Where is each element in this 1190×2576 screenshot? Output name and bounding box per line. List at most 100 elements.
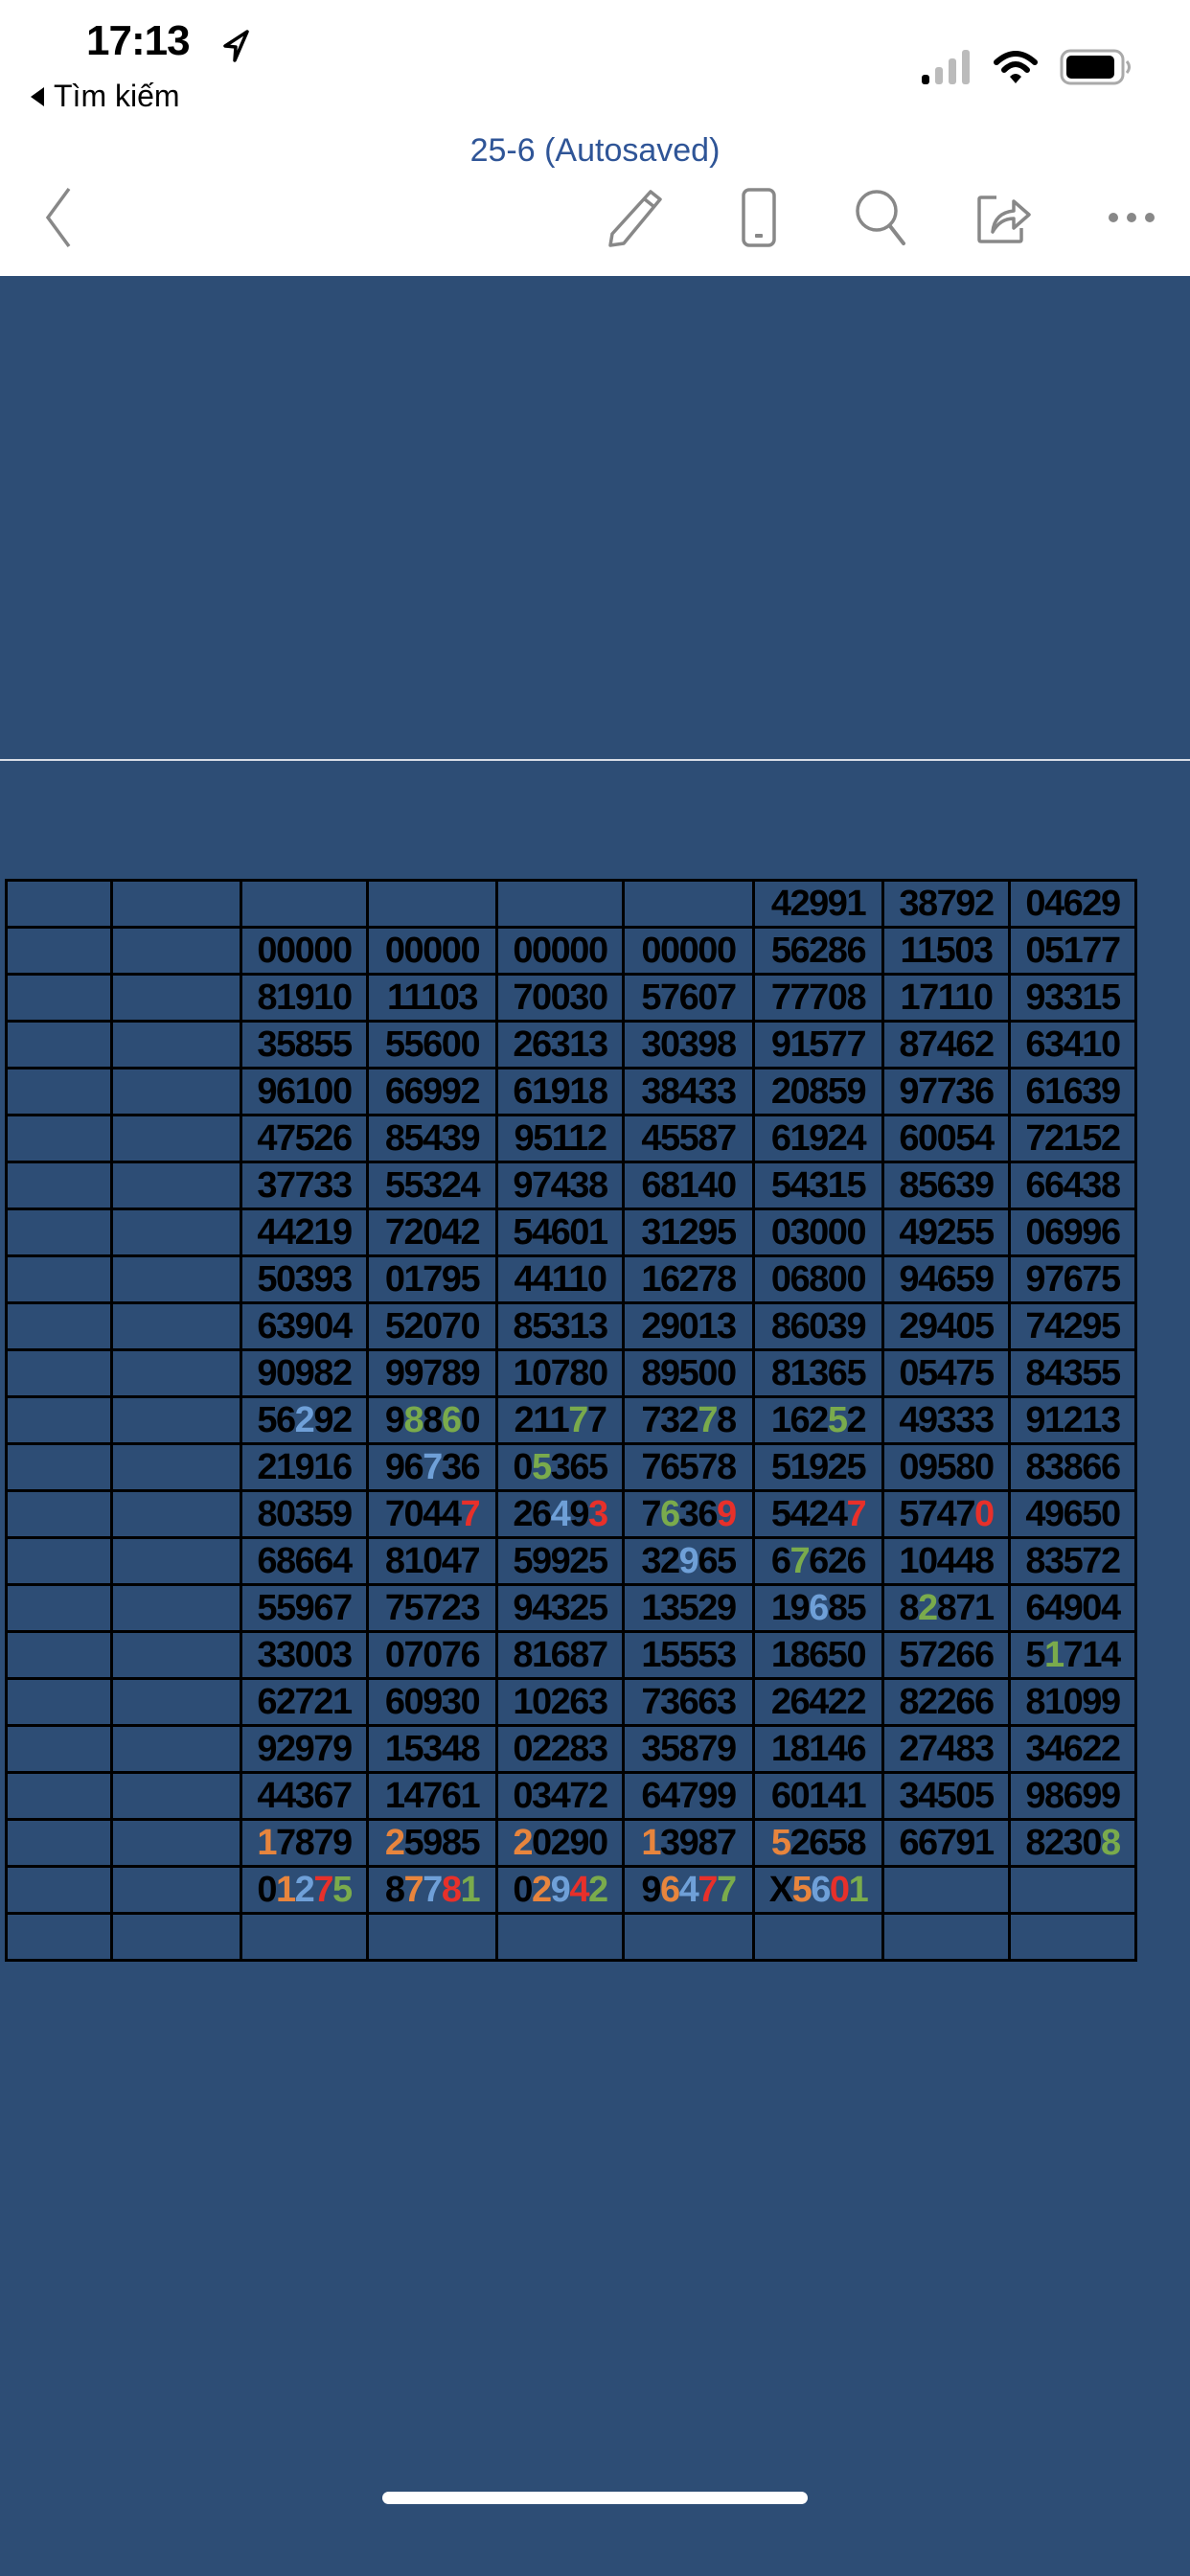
table-cell[interactable]	[495, 879, 625, 929]
table-cell[interactable]: 83866	[1008, 1442, 1137, 1492]
table-cell[interactable]: 63904	[240, 1301, 369, 1351]
table-cell[interactable]: 02283	[495, 1724, 625, 1774]
table-cell[interactable]	[5, 1208, 113, 1257]
table-cell[interactable]: 81365	[752, 1348, 884, 1398]
table-cell[interactable]: X5601	[752, 1865, 884, 1915]
table-cell[interactable]: 82308	[1008, 1818, 1137, 1868]
table-cell[interactable]: 31295	[622, 1208, 755, 1257]
table-cell[interactable]	[110, 1818, 242, 1868]
table-cell[interactable]: 21177	[495, 1395, 625, 1445]
table-cell[interactable]: 57266	[881, 1630, 1011, 1680]
table-cell[interactable]	[110, 1865, 242, 1915]
table-cell[interactable]: 04629	[1008, 879, 1137, 929]
table-cell[interactable]: 55967	[240, 1583, 369, 1633]
table-cell[interactable]: 61639	[1008, 1067, 1137, 1116]
table-cell[interactable]	[110, 1020, 242, 1070]
table-cell[interactable]: 54247	[752, 1489, 884, 1539]
table-cell[interactable]	[110, 1677, 242, 1727]
table-cell[interactable]: 01795	[366, 1254, 498, 1304]
table-cell[interactable]: 02942	[495, 1865, 625, 1915]
table-cell[interactable]	[110, 1724, 242, 1774]
table-cell[interactable]	[5, 973, 113, 1023]
table-cell[interactable]: 05475	[881, 1348, 1011, 1398]
table-cell[interactable]	[5, 926, 113, 976]
table-cell[interactable]: 61918	[495, 1067, 625, 1116]
table-cell[interactable]	[881, 1865, 1011, 1915]
table-cell[interactable]: 54315	[752, 1161, 884, 1210]
table-cell[interactable]: 14761	[366, 1771, 498, 1821]
table-cell[interactable]: 30398	[622, 1020, 755, 1070]
table-cell[interactable]: 26313	[495, 1020, 625, 1070]
table-cell[interactable]: 99789	[366, 1348, 498, 1398]
table-cell[interactable]	[366, 879, 498, 929]
table-cell[interactable]	[5, 1630, 113, 1680]
table-cell[interactable]: 03472	[495, 1771, 625, 1821]
table-cell[interactable]: 38433	[622, 1067, 755, 1116]
table-cell[interactable]: 96477	[622, 1865, 755, 1915]
table-cell[interactable]: 06996	[1008, 1208, 1137, 1257]
table-cell[interactable]: 50393	[240, 1254, 369, 1304]
table-cell[interactable]: 98860	[366, 1395, 498, 1445]
table-cell[interactable]	[5, 1536, 113, 1586]
table-cell[interactable]: 86039	[752, 1301, 884, 1351]
table-cell[interactable]: 81099	[1008, 1677, 1137, 1727]
table-cell[interactable]: 42991	[752, 879, 884, 929]
table-cell[interactable]	[5, 1771, 113, 1821]
table-cell[interactable]: 87781	[366, 1865, 498, 1915]
table-cell[interactable]: 55324	[366, 1161, 498, 1210]
table-cell[interactable]: 11503	[881, 926, 1011, 976]
table-cell[interactable]	[110, 1536, 242, 1586]
table-cell[interactable]: 64904	[1008, 1583, 1137, 1633]
table-cell[interactable]: 91213	[1008, 1395, 1137, 1445]
table-cell[interactable]: 44110	[495, 1254, 625, 1304]
table-cell[interactable]: 62721	[240, 1677, 369, 1727]
table-cell[interactable]: 03000	[752, 1208, 884, 1257]
table-cell[interactable]: 05177	[1008, 926, 1137, 976]
table-cell[interactable]	[622, 1912, 755, 1962]
table-cell[interactable]: 51925	[752, 1442, 884, 1492]
table-cell[interactable]: 89500	[622, 1348, 755, 1398]
table-cell[interactable]	[5, 1865, 113, 1915]
table-cell[interactable]	[110, 926, 242, 976]
table-cell[interactable]: 66992	[366, 1067, 498, 1116]
table-cell[interactable]	[110, 1161, 242, 1210]
table-cell[interactable]: 63410	[1008, 1020, 1137, 1070]
table-cell[interactable]: 16252	[752, 1395, 884, 1445]
table-cell[interactable]: 96100	[240, 1067, 369, 1116]
table-cell[interactable]	[5, 1114, 113, 1163]
back-to-app-button[interactable]: Tìm kiếm	[29, 79, 180, 114]
table-cell[interactable]: 13987	[622, 1818, 755, 1868]
table-cell[interactable]: 00000	[366, 926, 498, 976]
table-cell[interactable]: 18650	[752, 1630, 884, 1680]
table-cell[interactable]	[5, 1301, 113, 1351]
table-cell[interactable]: 68140	[622, 1161, 755, 1210]
table-cell[interactable]: 68664	[240, 1536, 369, 1586]
table-cell[interactable]	[110, 1630, 242, 1680]
table-cell[interactable]	[110, 879, 242, 929]
table-cell[interactable]: 18146	[752, 1724, 884, 1774]
table-cell[interactable]	[110, 1348, 242, 1398]
back-button[interactable]	[25, 184, 92, 251]
table-cell[interactable]: 73663	[622, 1677, 755, 1727]
table-cell[interactable]	[110, 1771, 242, 1821]
table-cell[interactable]: 37733	[240, 1161, 369, 1210]
table-cell[interactable]: 19685	[752, 1583, 884, 1633]
table-cell[interactable]: 73278	[622, 1395, 755, 1445]
table-cell[interactable]: 51714	[1008, 1630, 1137, 1680]
table-cell[interactable]: 35879	[622, 1724, 755, 1774]
table-cell[interactable]: 98699	[1008, 1771, 1137, 1821]
table-cell[interactable]: 74295	[1008, 1301, 1137, 1351]
table-cell[interactable]	[1008, 1865, 1137, 1915]
table-cell[interactable]: 52658	[752, 1818, 884, 1868]
share-button[interactable]	[972, 184, 1039, 251]
table-cell[interactable]: 47526	[240, 1114, 369, 1163]
table-cell[interactable]: 77708	[752, 973, 884, 1023]
table-cell[interactable]: 97675	[1008, 1254, 1137, 1304]
table-cell[interactable]: 80359	[240, 1489, 369, 1539]
table-cell[interactable]: 52070	[366, 1301, 498, 1351]
table-cell[interactable]: 61924	[752, 1114, 884, 1163]
table-cell[interactable]: 25985	[366, 1818, 498, 1868]
table-cell[interactable]	[240, 1912, 369, 1962]
table-cell[interactable]: 44367	[240, 1771, 369, 1821]
table-cell[interactable]: 60054	[881, 1114, 1011, 1163]
